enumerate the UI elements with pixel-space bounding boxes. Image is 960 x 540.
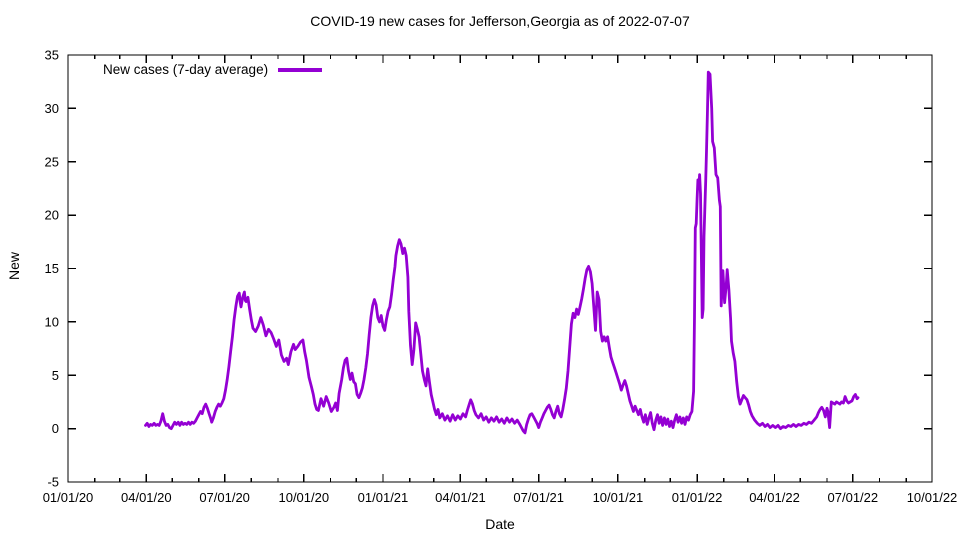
y-tick-label: 25 xyxy=(45,154,59,169)
x-tick-label: 07/01/20 xyxy=(199,490,250,505)
legend-line-sample xyxy=(278,67,323,72)
y-tick-label: 30 xyxy=(45,101,59,116)
x-tick-label: 01/01/20 xyxy=(43,490,94,505)
x-tick-label: 07/01/22 xyxy=(828,490,879,505)
y-tick-label: -5 xyxy=(47,475,59,490)
x-tick-label: 10/01/20 xyxy=(278,490,329,505)
x-tick-label: 04/01/22 xyxy=(749,490,800,505)
y-tick-label: 0 xyxy=(52,421,59,436)
chart-title: COVID-19 new cases for Jefferson,Georgia… xyxy=(310,13,690,29)
axes-layer: 01/01/20 04/01/20 07/01/20 10/01/20 01/01/21… xyxy=(43,48,958,506)
x-tick-label: 07/01/21 xyxy=(513,490,564,505)
y-tick-label: 10 xyxy=(45,314,59,329)
x-tick-label: 10/01/22 xyxy=(907,490,958,505)
cases-line xyxy=(144,70,860,435)
legend-label: New cases (7-day average) xyxy=(103,62,269,77)
y-axis-label: New xyxy=(6,252,22,281)
y-tick-label: 20 xyxy=(45,208,59,223)
legend: New cases (7-day average) xyxy=(103,62,323,77)
y-tick-label: 35 xyxy=(45,48,59,63)
series-layer xyxy=(144,70,860,435)
y-tick-label: 5 xyxy=(52,368,59,383)
x-tick-label: 01/01/22 xyxy=(672,490,723,505)
y-tick-label: 15 xyxy=(45,261,59,276)
x-axis-label: Date xyxy=(485,516,515,532)
x-tick-label: 04/01/21 xyxy=(435,490,486,505)
x-tick-label: 04/01/20 xyxy=(121,490,172,505)
x-tick-label: 01/01/21 xyxy=(358,490,409,505)
x-tick-label: 10/01/21 xyxy=(593,490,644,505)
